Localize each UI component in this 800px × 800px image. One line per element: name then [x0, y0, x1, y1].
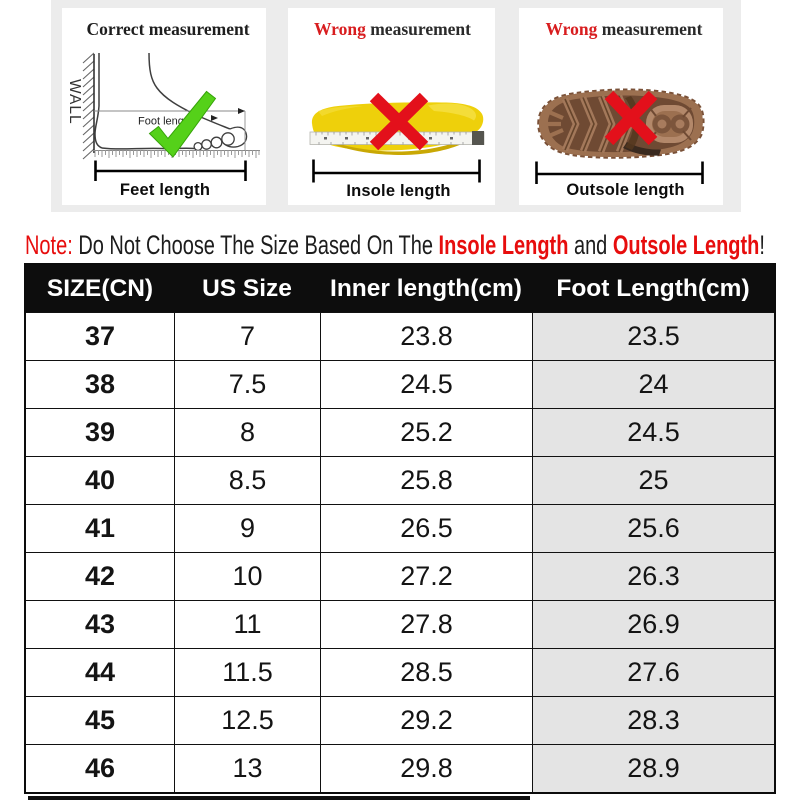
- svg-text:WALL: WALL: [66, 79, 83, 125]
